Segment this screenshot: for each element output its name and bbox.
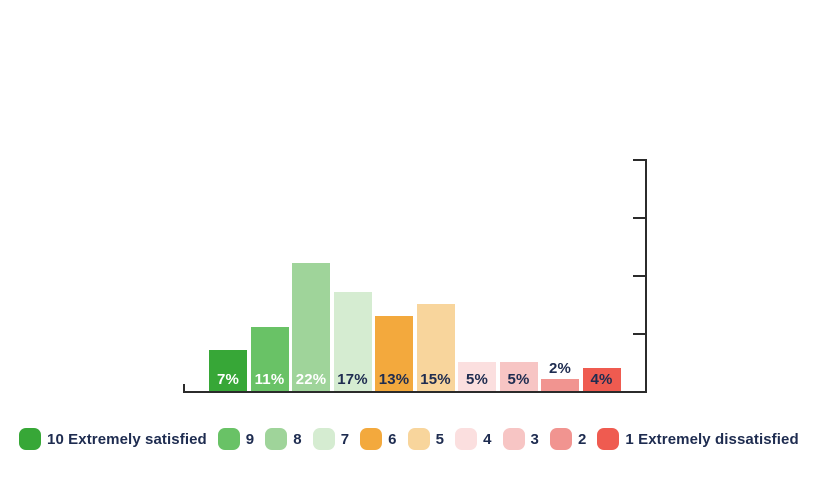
legend-swatch-icon [19, 428, 41, 450]
legend-item-6: 6 [360, 428, 397, 450]
bar-value-label-5: 15% [420, 371, 451, 388]
legend-item-9: 9 [217, 428, 255, 450]
legend: 10 Extremely satisfied 9 8 7 6 5 4 3 2 1 Extremel… [19, 428, 799, 450]
bar-value-label-2: 2% [548, 360, 572, 377]
y-axis-tick-20 [633, 275, 646, 277]
bar-rating-10 [209, 350, 247, 391]
bar-rating-8 [292, 263, 330, 391]
bar-rating-6 [375, 316, 413, 391]
legend-label: 9 [245, 430, 255, 448]
legend-swatch-icon [455, 428, 478, 450]
legend-item-4: 4 [455, 428, 491, 450]
bar-value-label-6: 13% [378, 371, 410, 388]
bar-rating-1 [582, 368, 621, 391]
legend-swatch-icon [360, 428, 383, 450]
legend-swatch-icon [265, 428, 288, 450]
legend-label: 10 Extremely satisfied [47, 430, 207, 448]
legend-swatch-icon [312, 428, 335, 450]
legend-item-5: 5 [407, 428, 445, 450]
bar-value-label-9: 11% [254, 371, 285, 388]
legend-item-2: 2 [549, 428, 587, 450]
x-axis-line [183, 391, 647, 393]
bar-value-label-8: 22% [295, 371, 327, 388]
bar-value-label-4: 5% [465, 371, 489, 388]
bar-value-label-3: 5% [507, 371, 530, 388]
legend-label: 2 [577, 430, 587, 448]
bar-value-label-7: 17% [337, 371, 368, 388]
bar-rating-9 [250, 327, 289, 391]
bar-rating-5 [416, 304, 455, 391]
legend-item-8: 8 [265, 428, 302, 450]
legend-label: 4 [483, 430, 492, 448]
legend-swatch-icon [549, 428, 572, 450]
legend-label: 7 [340, 430, 350, 448]
bar-rating-7 [333, 292, 372, 391]
legend-swatch-icon [407, 428, 430, 450]
x-axis-start-tick [183, 384, 185, 393]
legend-item-1: 1 Extremely dissatisfied [597, 428, 799, 450]
y-axis-tick-40 [633, 159, 646, 161]
legend-label: 6 [388, 430, 397, 448]
bar-rating-4 [458, 362, 496, 391]
bar-value-label-10: 7% [216, 371, 240, 388]
legend-label: 1 Extremely dissatisfied [625, 430, 799, 448]
bar-rating-2 [541, 379, 579, 391]
legend-item-7: 7 [312, 428, 350, 450]
bar-rating-3 [499, 362, 538, 391]
y-axis-tick-30 [633, 217, 646, 219]
legend-item-3: 3 [502, 428, 539, 450]
bar-value-label-1: 4% [590, 371, 613, 388]
legend-label: 8 [293, 430, 302, 448]
legend-label: 3 [530, 430, 539, 448]
y-axis-line [645, 159, 647, 393]
legend-swatch-icon [502, 428, 525, 450]
legend-swatch-icon [217, 428, 240, 450]
legend-item-10: 10 Extremely satisfied [19, 428, 207, 450]
legend-label: 5 [435, 430, 445, 448]
y-axis-tick-10 [633, 333, 646, 335]
legend-swatch-icon [597, 428, 620, 450]
